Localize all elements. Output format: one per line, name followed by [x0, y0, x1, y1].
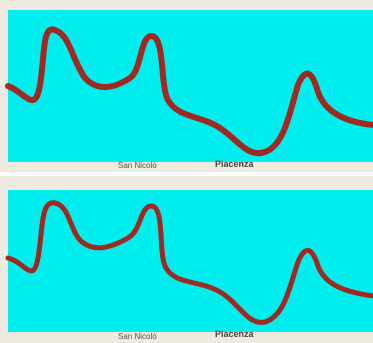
map-panel: San Nicolò Piacenza — [0, 0, 373, 172]
map-panel: San Nicolò Piacenza — [0, 176, 373, 343]
overlay — [8, 10, 373, 162]
river — [5, 26, 373, 157]
place-label: Piacenza — [215, 329, 255, 339]
place-label: San Nicolò — [118, 161, 157, 170]
river — [5, 200, 373, 325]
place-label: San Nicolò — [118, 332, 157, 341]
place-label: Piacenza — [215, 159, 255, 169]
